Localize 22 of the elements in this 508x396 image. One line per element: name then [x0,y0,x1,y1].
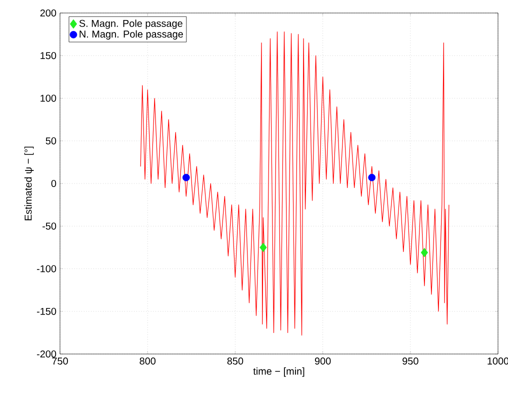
x-tick-label: 950 [402,358,418,365]
legend-label: S. Magn. Pole passage [79,20,182,29]
y-tick-label: 200 [40,9,56,17]
point [368,174,376,182]
x-tick-label: 900 [314,358,331,365]
legend-label: N. Magn. Pole passage [80,30,183,40]
x-tick-label: 850 [227,358,244,365]
y-tick-label: 0 [51,180,56,188]
y-axis-title: Estimated ψ − [°] [24,146,34,220]
y-tick-label: 50 [46,137,56,144]
y-tick-label: -150 [36,308,56,315]
point [182,174,190,182]
x-axis-title: time − [min] [253,367,304,377]
point [420,248,428,258]
x-tick-label: 750 [52,358,68,365]
x-tick-label: 800 [140,358,156,365]
y-tick-label: -100 [36,265,56,272]
y-tick-label: -200 [36,350,56,358]
y-tick-label: 150 [40,52,56,60]
y-tick-label: -50 [42,222,56,230]
point [260,242,267,252]
y-tick-label: 100 [40,94,56,102]
